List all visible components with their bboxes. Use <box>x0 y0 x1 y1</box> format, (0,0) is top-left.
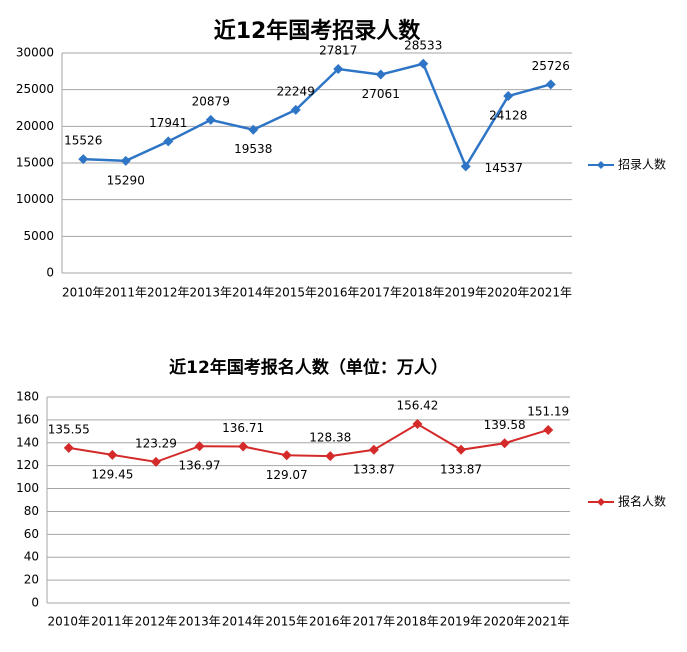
data-label: 15290 <box>107 173 145 187</box>
x-tick-label: 2015年 <box>274 286 317 300</box>
x-tick-label: 2020年 <box>483 615 526 629</box>
chart-title: 近12年国考报名人数（单位：万人） <box>169 357 448 378</box>
marker <box>248 124 259 135</box>
marker <box>163 136 174 147</box>
x-tick-label: 2010年 <box>62 286 105 300</box>
x-tick-label: 2016年 <box>309 615 352 629</box>
marker <box>418 58 429 69</box>
x-tick-label: 2019年 <box>444 286 487 300</box>
data-label: 22249 <box>277 84 315 98</box>
data-label: 17941 <box>149 116 187 130</box>
marker <box>238 441 249 452</box>
data-label: 136.71 <box>222 421 264 435</box>
data-label: 133.87 <box>353 462 395 476</box>
y-tick-label: 140 <box>16 435 39 449</box>
x-tick-label: 2017年 <box>353 615 396 629</box>
marker <box>412 418 423 429</box>
y-tick-label: 20000 <box>16 119 54 133</box>
x-tick-label: 2012年 <box>135 615 178 629</box>
y-tick-label: 160 <box>16 412 39 426</box>
y-tick-label: 0 <box>31 596 39 610</box>
legend-marker <box>597 498 605 506</box>
marker <box>545 79 556 90</box>
x-tick-label: 2021年 <box>529 286 572 300</box>
x-tick-label: 2020年 <box>487 286 530 300</box>
x-tick-label: 2018年 <box>396 615 439 629</box>
data-label: 24128 <box>489 109 527 123</box>
x-tick-label: 2014年 <box>232 286 275 300</box>
x-tick-label: 2018年 <box>402 286 445 300</box>
x-tick-label: 2017年 <box>359 286 402 300</box>
x-tick-label: 2021年 <box>527 615 570 629</box>
x-tick-label: 2013年 <box>178 615 221 629</box>
data-label: 129.45 <box>91 467 133 481</box>
data-label: 27817 <box>319 44 357 58</box>
marker <box>325 451 336 462</box>
data-label: 135.55 <box>48 422 90 436</box>
x-tick-label: 2014年 <box>222 615 265 629</box>
y-tick-label: 60 <box>24 527 39 541</box>
y-tick-label: 80 <box>24 504 39 518</box>
y-tick-label: 10000 <box>16 192 54 206</box>
marker <box>543 424 554 435</box>
data-label: 139.58 <box>484 418 526 432</box>
marker <box>368 444 379 455</box>
marker <box>120 155 131 166</box>
data-label: 20879 <box>192 94 230 108</box>
marker <box>499 438 510 449</box>
y-tick-label: 5000 <box>23 229 54 243</box>
marker <box>63 442 74 453</box>
data-label: 136.97 <box>179 459 221 473</box>
marker <box>107 449 118 460</box>
marker <box>150 456 161 467</box>
marker <box>333 64 344 75</box>
y-tick-label: 40 <box>24 550 39 564</box>
chart-title: 近12年国考招录人数 <box>214 18 422 44</box>
data-label: 128.38 <box>309 431 351 445</box>
legend-label: 报名人数 <box>618 494 666 509</box>
x-tick-label: 2016年 <box>317 286 360 300</box>
y-tick-label: 30000 <box>16 46 54 60</box>
marker <box>194 441 205 452</box>
legend-marker <box>597 161 605 169</box>
data-label: 14537 <box>485 161 523 175</box>
x-tick-label: 2012年 <box>147 286 190 300</box>
y-tick-label: 100 <box>16 481 39 495</box>
marker <box>290 104 301 115</box>
y-tick-label: 20 <box>24 573 39 587</box>
marker <box>205 114 216 125</box>
marker <box>78 154 89 165</box>
series-line <box>83 62 552 170</box>
marker <box>281 450 292 461</box>
y-tick-label: 25000 <box>16 82 54 96</box>
data-label: 156.42 <box>396 398 438 412</box>
x-tick-label: 2010年 <box>48 615 91 629</box>
x-tick-label: 2019年 <box>440 615 483 629</box>
marker <box>503 91 514 102</box>
y-tick-label: 120 <box>16 458 39 472</box>
data-label: 25726 <box>532 59 570 73</box>
data-label: 15526 <box>64 134 102 148</box>
data-label: 151.19 <box>527 404 569 418</box>
marker <box>460 161 471 172</box>
x-tick-label: 2015年 <box>265 615 308 629</box>
marker <box>456 444 467 455</box>
data-label: 19538 <box>234 142 272 156</box>
series-line <box>68 422 549 463</box>
y-tick-label: 15000 <box>16 156 54 170</box>
y-tick-label: 0 <box>46 266 54 280</box>
x-tick-label: 2011年 <box>91 615 134 629</box>
y-tick-label: 180 <box>16 390 39 404</box>
data-label: 129.07 <box>266 468 308 482</box>
data-label: 28533 <box>404 38 442 52</box>
legend-label: 招录人数 <box>618 157 666 172</box>
x-tick-label: 2011年 <box>104 286 147 300</box>
data-label: 123.29 <box>135 436 177 450</box>
data-label: 133.87 <box>440 462 482 476</box>
x-tick-label: 2013年 <box>189 286 232 300</box>
marker <box>375 69 386 80</box>
data-label: 27061 <box>362 87 400 101</box>
